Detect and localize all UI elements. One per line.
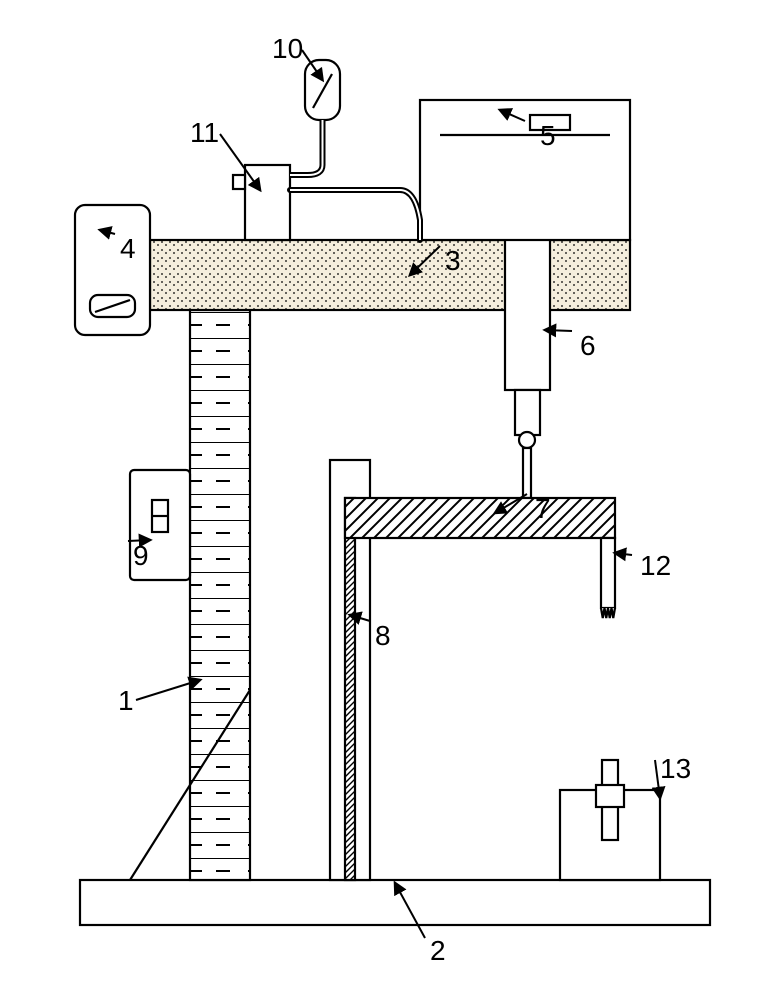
label-9: 9 xyxy=(133,540,149,571)
label-4: 4 xyxy=(120,233,136,264)
block-11-tab xyxy=(233,175,245,189)
pipe-11-to-5 xyxy=(290,190,420,240)
block-11 xyxy=(245,165,290,240)
arm-7 xyxy=(345,498,615,538)
top-beam-3 xyxy=(150,240,630,310)
label-12: 12 xyxy=(640,550,671,581)
drill-bit-12 xyxy=(601,538,615,618)
handle-10 xyxy=(290,60,340,175)
label-5: 5 xyxy=(540,120,556,151)
leader-12 xyxy=(615,553,632,555)
joint-6 xyxy=(519,432,535,448)
label-7: 7 xyxy=(535,493,551,524)
inner-column-8-inner xyxy=(345,498,355,880)
label-11: 11 xyxy=(190,117,219,148)
stem-7 xyxy=(523,448,531,498)
nozzle-6 xyxy=(515,390,540,435)
label-1: 1 xyxy=(118,685,134,716)
label-3: 3 xyxy=(445,245,461,276)
label-8: 8 xyxy=(375,620,391,651)
engineering-diagram: 1 2 3 4 5 6 7 8 9 10 11 12 13 xyxy=(0,0,773,1000)
label-6: 6 xyxy=(580,330,596,361)
label-2: 2 xyxy=(430,935,446,966)
main-column-1 xyxy=(190,310,250,880)
label-10: 10 xyxy=(272,33,303,64)
workpiece-holder-13 xyxy=(560,760,660,880)
vertical-unit-6 xyxy=(505,230,550,390)
base-plate-2 xyxy=(80,880,710,925)
label-13: 13 xyxy=(660,753,691,784)
pipe-11-to-5-inner xyxy=(290,190,420,240)
leader-6 xyxy=(545,330,572,331)
leader-2 xyxy=(395,883,425,938)
